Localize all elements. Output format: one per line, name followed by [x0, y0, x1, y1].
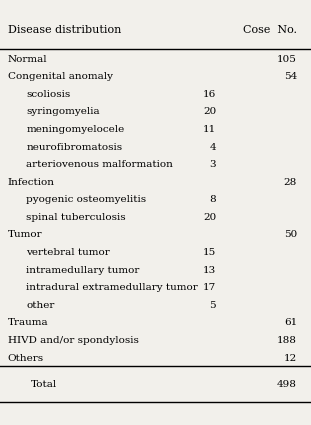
Text: Others: Others — [8, 354, 44, 363]
Text: syringomyelia: syringomyelia — [26, 108, 100, 116]
Text: 105: 105 — [277, 54, 297, 64]
Text: 20: 20 — [203, 108, 216, 116]
Text: spinal tuberculosis: spinal tuberculosis — [26, 213, 126, 222]
Text: 16: 16 — [203, 90, 216, 99]
Text: 17: 17 — [203, 283, 216, 292]
Text: 50: 50 — [284, 230, 297, 239]
Text: neurofibromatosis: neurofibromatosis — [26, 142, 123, 152]
Text: HIVD and/or spondylosis: HIVD and/or spondylosis — [8, 336, 139, 345]
Text: Congenital anomaly: Congenital anomaly — [8, 72, 113, 81]
Text: meningomyelocele: meningomyelocele — [26, 125, 125, 134]
Text: 3: 3 — [210, 160, 216, 169]
Text: 28: 28 — [284, 178, 297, 187]
Text: Disease distribution: Disease distribution — [8, 26, 121, 35]
Text: 15: 15 — [203, 248, 216, 257]
Text: scoliosis: scoliosis — [26, 90, 71, 99]
Text: Cose  No.: Cose No. — [243, 26, 297, 35]
Text: Infection: Infection — [8, 178, 55, 187]
Text: 11: 11 — [203, 125, 216, 134]
Text: 5: 5 — [210, 301, 216, 310]
Text: intramedullary tumor: intramedullary tumor — [26, 266, 140, 275]
Text: pyogenic osteomyelitis: pyogenic osteomyelitis — [26, 196, 146, 204]
Text: 8: 8 — [210, 196, 216, 204]
Text: 188: 188 — [277, 336, 297, 345]
Text: 12: 12 — [284, 354, 297, 363]
Text: vertebral tumor: vertebral tumor — [26, 248, 110, 257]
Text: 4: 4 — [210, 142, 216, 152]
Text: Total: Total — [31, 380, 57, 389]
Text: 20: 20 — [203, 213, 216, 222]
Text: Tumor: Tumor — [8, 230, 42, 239]
Text: other: other — [26, 301, 55, 310]
Text: 54: 54 — [284, 72, 297, 81]
Text: arteriovenous malformation: arteriovenous malformation — [26, 160, 173, 169]
Text: 498: 498 — [277, 380, 297, 389]
Text: Trauma: Trauma — [8, 318, 49, 327]
Text: intradural extramedullary tumor: intradural extramedullary tumor — [26, 283, 198, 292]
Text: 61: 61 — [284, 318, 297, 327]
Text: 13: 13 — [203, 266, 216, 275]
Text: Normal: Normal — [8, 54, 47, 64]
